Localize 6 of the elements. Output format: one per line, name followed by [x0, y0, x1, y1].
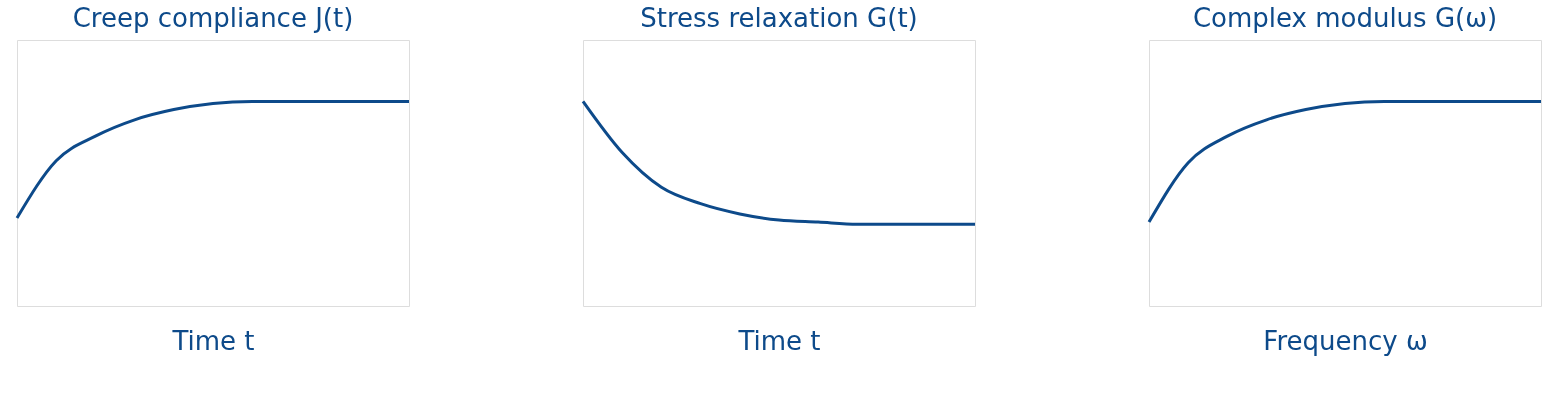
- chart-title: Complex modulus G(ω): [1192, 3, 1498, 33]
- x-axis-title: Time t: [171, 325, 255, 356]
- x-axis-title: Frequency ω: [1263, 325, 1428, 356]
- chart-title: Stress relaxation G(t): [640, 3, 918, 33]
- chart-title: Creep compliance J(t): [72, 3, 354, 33]
- x-axis-title: Time t: [737, 325, 821, 356]
